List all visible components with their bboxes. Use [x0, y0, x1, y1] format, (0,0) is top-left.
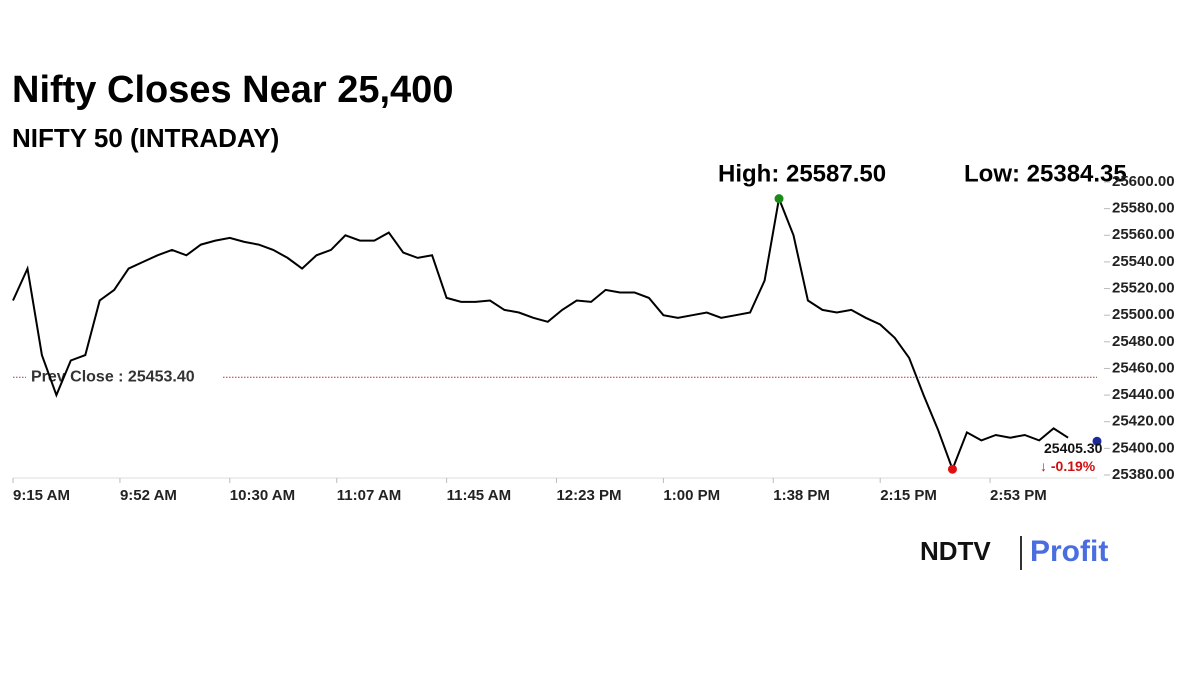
x-tick-label: 9:52 AM: [120, 487, 177, 504]
y-tick-label: 25440.00: [1112, 386, 1175, 403]
x-tick-label: 2:53 PM: [990, 487, 1047, 504]
y-tick-label: 25400.00: [1112, 439, 1175, 456]
y-tick-label: 25580.00: [1112, 200, 1175, 217]
y-tick-label: 25520.00: [1112, 280, 1175, 297]
y-tick-label: 25380.00: [1112, 466, 1175, 483]
y-tick-label: 25500.00: [1112, 306, 1175, 323]
change-label: ↓ -0.19%: [1040, 458, 1096, 474]
price-line: [12, 194, 1069, 473]
close-dot: [1092, 436, 1102, 446]
y-tick-label: 25560.00: [1112, 226, 1175, 243]
x-tick-label: 11:45 AM: [447, 487, 511, 504]
x-tick-label: 1:00 PM: [663, 487, 720, 504]
close-label: 25405.30: [1044, 440, 1103, 456]
chart-title: Nifty Closes Near 25,400: [12, 69, 453, 111]
high-label: High: 25587.50: [718, 160, 886, 187]
prev-close-label: Prev Close : 25453.40: [31, 368, 195, 385]
low-dot: [947, 464, 957, 474]
logo-profit: Profit: [1030, 535, 1108, 568]
y-tick-label: 25540.00: [1112, 253, 1175, 270]
high-dot: [774, 194, 784, 204]
x-tick-label: 9:15 AM: [13, 487, 70, 504]
x-tick-label: 10:30 AM: [230, 487, 295, 504]
x-tick-label: 12:23 PM: [556, 487, 621, 504]
x-tick-label: 2:15 PM: [880, 487, 937, 504]
y-tick-label: 25600.00: [1112, 173, 1175, 190]
prev-close-bg: [26, 367, 222, 388]
x-tick-label: 1:38 PM: [773, 487, 830, 504]
logo-ndtv: NDTV: [920, 536, 991, 566]
low-label: Low: 25384.35: [964, 160, 1127, 187]
chart-subtitle: NIFTY 50 (INTRADAY): [12, 123, 279, 153]
y-tick-label: 25420.00: [1112, 413, 1175, 430]
y-tick-label: 25460.00: [1112, 359, 1175, 376]
y-tick-label: 25480.00: [1112, 333, 1175, 350]
x-tick-label: 11:07 AM: [337, 487, 401, 504]
